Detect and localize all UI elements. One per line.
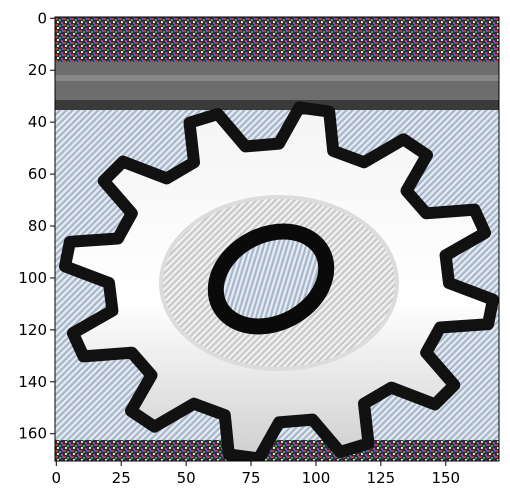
x-tick-label: 125 <box>367 469 396 487</box>
x-tick-label: 100 <box>302 469 331 487</box>
x-tick-label: 50 <box>177 469 196 487</box>
y-tick-label: 20 <box>28 61 47 79</box>
image-content <box>55 17 499 461</box>
plot-frame <box>54 16 500 462</box>
y-tick-label: 160 <box>18 425 47 443</box>
x-tick-label: 75 <box>241 469 260 487</box>
noise-band <box>55 17 499 62</box>
x-tick-label: 0 <box>52 469 62 487</box>
x-axis: 0 25 50 75 100 125 150 <box>52 461 460 487</box>
x-tick-label: 150 <box>431 469 460 487</box>
y-tick-label: 120 <box>18 321 47 339</box>
y-tick-label: 80 <box>28 217 47 235</box>
y-tick-label: 0 <box>37 9 47 27</box>
y-tick-label: 140 <box>18 373 47 391</box>
y-tick-label: 40 <box>28 113 47 131</box>
gear-icon <box>59 101 499 461</box>
y-axis: 0 20 40 60 80 100 120 140 160 <box>18 9 55 443</box>
y-tick-label: 100 <box>18 269 47 287</box>
gear-hole <box>207 223 335 335</box>
y-tick-label: 60 <box>28 165 47 183</box>
x-tick-label: 25 <box>112 469 131 487</box>
